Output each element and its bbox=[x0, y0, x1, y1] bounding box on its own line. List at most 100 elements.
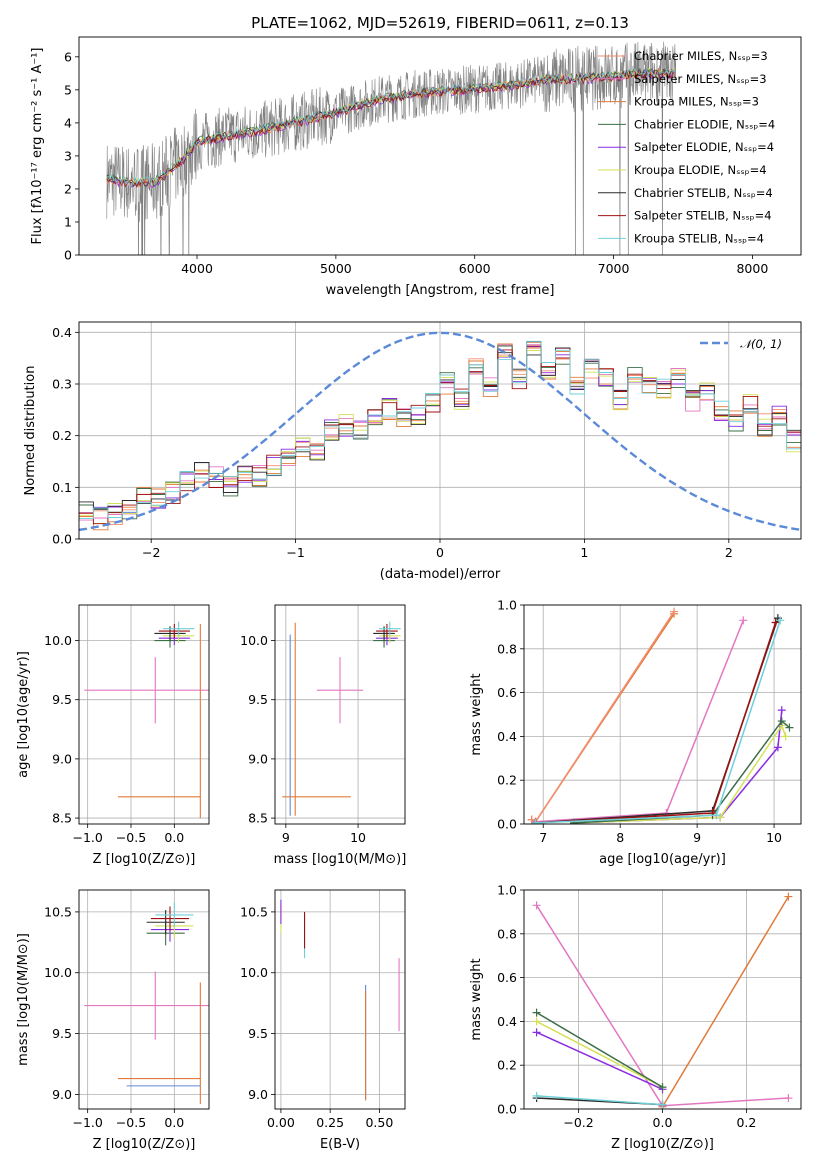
x-tick-label: 7 bbox=[539, 830, 547, 845]
y-tick-label: 9.0 bbox=[248, 1087, 268, 1102]
x-tick-label: 8000 bbox=[736, 261, 768, 276]
weight_vs_Z-ylabel: mass weight bbox=[469, 958, 484, 1040]
weight_vs_age-frame bbox=[523, 604, 802, 825]
y-tick-label: 0.4 bbox=[52, 325, 72, 340]
x-tick-label: 1 bbox=[580, 545, 588, 560]
age_vs_Z-ylabel: age [log10(age/yr)] bbox=[16, 651, 31, 778]
legend-entry: 𝒩(0, 1) bbox=[740, 337, 782, 351]
y-tick-label: 1.0 bbox=[497, 598, 517, 613]
mass_vs_Z-xlabel: Z [log10(Z/Z⊙)] bbox=[93, 1137, 196, 1152]
x-tick-label: −0.5 bbox=[116, 830, 146, 845]
y-tick-label: 10.5 bbox=[240, 904, 268, 919]
y-tick-label: 9.0 bbox=[248, 751, 268, 766]
weight-line bbox=[573, 723, 787, 824]
y-tick-label: 10.0 bbox=[44, 633, 72, 648]
y-tick-label: 2 bbox=[64, 181, 72, 196]
weight-marker bbox=[777, 706, 786, 715]
histogram-step-line bbox=[79, 340, 801, 520]
y-tick-label: 0.0 bbox=[52, 532, 72, 547]
mass_vs_ebv-xlabel: E(B-V) bbox=[320, 1137, 360, 1152]
spectrum-model-line bbox=[106, 67, 676, 187]
x-tick-label: 9 bbox=[693, 830, 701, 845]
x-tick-label: −1 bbox=[286, 545, 304, 560]
y-tick-label: 0.0 bbox=[497, 1102, 517, 1117]
weight_vs_age-plot-area bbox=[527, 607, 794, 824]
mass_vs_Z-plot-area bbox=[84, 902, 209, 1105]
spectrum-frame bbox=[78, 36, 802, 256]
legend-entry: Salpeter STELIB, Nₛₛₚ=4 bbox=[634, 209, 772, 223]
x-tick-label: 9 bbox=[282, 830, 290, 845]
weight-line bbox=[531, 611, 675, 823]
spectrum-xlabel: wavelength [Angstrom, rest frame] bbox=[326, 283, 555, 298]
residuals-plot-area bbox=[79, 331, 801, 532]
weight-marker bbox=[771, 618, 780, 627]
x-tick-label: −2 bbox=[142, 545, 160, 560]
y-tick-label: 8.5 bbox=[248, 811, 268, 826]
weight_vs_Z-plot-area bbox=[532, 892, 793, 1109]
y-tick-label: 1.0 bbox=[497, 883, 517, 898]
y-tick-label: 0.1 bbox=[52, 480, 72, 495]
weight-marker bbox=[784, 892, 793, 901]
mass_vs_ebv-axes bbox=[271, 890, 405, 1113]
legend-entry: Salpeter MILES, Nₛₛₚ=3 bbox=[634, 72, 767, 86]
x-tick-label: 5000 bbox=[320, 261, 352, 276]
x-tick-label: 10 bbox=[766, 830, 782, 845]
weight-marker bbox=[531, 818, 540, 824]
x-tick-label: 0.0 bbox=[653, 1115, 673, 1130]
legend-entry: Chabrier ELODIE, Nₛₛₚ=4 bbox=[634, 117, 775, 131]
weight_vs_age-xlabel: age [log10(age/yr)] bbox=[599, 852, 726, 867]
x-tick-label: −0.2 bbox=[563, 1115, 593, 1130]
y-tick-label: 6 bbox=[64, 49, 72, 64]
x-tick-label: 2 bbox=[725, 545, 733, 560]
weight-line bbox=[536, 1020, 663, 1088]
spectrum-ylabel: Flux [fλ10⁻¹⁷ erg cm⁻² s⁻¹ A⁻¹] bbox=[30, 48, 45, 245]
weight-marker bbox=[532, 1091, 541, 1100]
spectrum-model-line bbox=[106, 69, 676, 189]
weight-line bbox=[536, 1031, 663, 1090]
mass_vs_ebv-plot-area bbox=[280, 899, 400, 1101]
age_vs_mass-xlabel: mass [log10(M/M⊙)] bbox=[274, 852, 407, 867]
y-tick-label: 0.3 bbox=[52, 377, 72, 392]
age_vs_mass-frame bbox=[274, 604, 406, 825]
x-tick-label: −0.5 bbox=[116, 1115, 146, 1130]
spectrum-model-line bbox=[106, 67, 676, 185]
x-tick-label: 4000 bbox=[181, 261, 213, 276]
y-tick-label: 0.0 bbox=[497, 817, 517, 832]
spectrum-model-line bbox=[106, 67, 676, 186]
weight-marker bbox=[670, 607, 679, 616]
y-tick-label: 8.5 bbox=[52, 811, 72, 826]
weight-marker bbox=[712, 811, 721, 820]
y-tick-label: 0.6 bbox=[497, 685, 517, 700]
y-tick-label: 0.2 bbox=[497, 1058, 517, 1073]
weight-marker bbox=[777, 717, 786, 726]
weight-marker bbox=[785, 723, 794, 732]
age_vs_Z-plot-area bbox=[84, 621, 209, 819]
weight_vs_Z-frame bbox=[523, 889, 802, 1110]
legend-entry: Kroupa MILES, Nₛₛₚ=3 bbox=[634, 95, 759, 109]
weight-marker bbox=[532, 1028, 541, 1037]
legend-entry: Kroupa STELIB, Nₛₛₚ=4 bbox=[634, 231, 764, 245]
figure-title: PLATE=1062, MJD=52619, FIBERID=0611, z=0… bbox=[251, 14, 629, 32]
x-tick-label: 0.2 bbox=[736, 1115, 756, 1130]
y-tick-label: 4 bbox=[64, 115, 72, 130]
legend-entry: Chabrier MILES, Nₛₛₚ=3 bbox=[634, 49, 768, 63]
y-tick-label: 10.0 bbox=[44, 965, 72, 980]
weight_vs_Z-axes bbox=[520, 889, 801, 1113]
weight_vs_age-axes bbox=[520, 604, 801, 828]
y-tick-label: 9.0 bbox=[52, 751, 72, 766]
x-tick-label: −1.0 bbox=[72, 1115, 102, 1130]
mass_vs_Z-axes bbox=[75, 890, 209, 1113]
y-tick-label: 10.0 bbox=[240, 633, 268, 648]
weight_vs_Z-xlabel: Z [log10(Z/Z⊙)] bbox=[611, 1137, 714, 1152]
weight-marker bbox=[776, 616, 785, 625]
y-tick-label: 3 bbox=[64, 148, 72, 163]
gaussian-curve bbox=[79, 331, 801, 532]
x-tick-label: 0.25 bbox=[316, 1115, 344, 1130]
histogram-step-line bbox=[79, 345, 801, 525]
spectrum-plot-area bbox=[106, 41, 677, 255]
y-tick-label: 9.5 bbox=[248, 1026, 268, 1041]
spectrum-model-line bbox=[106, 67, 676, 186]
y-tick-label: 9.5 bbox=[52, 1026, 72, 1041]
x-tick-label: 0.0 bbox=[164, 830, 184, 845]
